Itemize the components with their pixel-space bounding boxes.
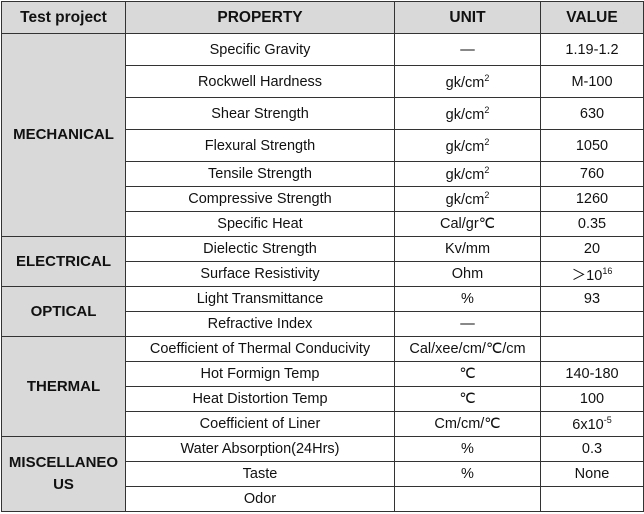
cell-text: 6x10 (572, 417, 604, 433)
table-row: Hot Formign Temp ℃ 140-180 (2, 361, 644, 387)
superscript: 2 (484, 136, 490, 147)
superscript: -5 (603, 415, 612, 425)
value-cell: 6x10-5 (540, 411, 644, 437)
property-cell: Heat Distortion Temp (125, 386, 395, 412)
property-cell: Dielectic Strength (125, 236, 395, 262)
table-row: Odor (2, 486, 644, 512)
property-cell: Flexural Strength (125, 129, 395, 162)
superscript: 2 (484, 72, 490, 83)
cell-text: gk/cm (445, 167, 485, 183)
unit-cell: Cal/gr℃ (394, 211, 541, 237)
property-cell: Taste (125, 461, 395, 487)
unit-cell: — (394, 33, 541, 66)
superscript: 2 (484, 165, 490, 175)
property-cell: Odor (125, 486, 395, 512)
group-cell: ELECTRICAL (1, 236, 126, 287)
cell-text: gk/cm (445, 138, 485, 155)
header-cell: VALUE (540, 1, 644, 34)
table-row: OPTICAL Light Transmittance% 93 (1, 286, 644, 337)
table-row: THERMAL Coefficient of Thermal Conducivit… (1, 336, 644, 437)
header-cell: PROPERTY (125, 1, 395, 34)
value-cell: 0.35 (540, 211, 644, 237)
cell-text: gk/cm (445, 106, 485, 123)
property-cell: Shear Strength (125, 97, 395, 130)
unit-cell: Ohm (394, 261, 541, 287)
table-row: MECHANICAL Specific Gravity —1.19-1.2 (1, 33, 644, 237)
value-cell: 1.19-1.2 (540, 33, 644, 66)
property-cell: Surface Resistivity (125, 261, 395, 287)
unit-cell: % (394, 461, 541, 487)
table-row: Specific Heat Cal/gr℃ 0.35 (2, 211, 644, 237)
property-cell: Specific Gravity (125, 33, 395, 66)
header-cell: Test project (1, 1, 126, 34)
value-cell: 1050 (540, 129, 644, 162)
unit-cell: gk/cm2 (394, 161, 541, 187)
unit-cell: % (394, 286, 541, 312)
superscript: 2 (484, 190, 490, 200)
table-row: Flexural Strength gk/cm2 1050 (2, 129, 644, 162)
value-cell (540, 311, 644, 337)
property-cell: Coefficient of Thermal Conducivity (125, 336, 395, 362)
table-row: Coefficient of Liner Cm/cm/℃ 6x10-5 (2, 411, 644, 437)
group-cell: MECHANICAL (1, 33, 126, 237)
property-cell: Light Transmittance (125, 286, 395, 312)
value-cell: 140-180 (540, 361, 644, 387)
property-cell: Specific Heat (125, 211, 395, 237)
value-cell: 0.3 (540, 436, 644, 462)
unit-cell: gk/cm2 (394, 97, 541, 130)
value-cell: ＞1016 (540, 261, 644, 287)
unit-cell: ℃ (394, 386, 541, 412)
value-cell: None (540, 461, 644, 487)
group-cell: OPTICAL (1, 286, 126, 337)
unit-cell: Cm/cm/℃ (394, 411, 541, 437)
header-cell: UNIT (394, 1, 541, 34)
property-cell: Rockwell Hardness (125, 65, 395, 98)
group-cell: THERMAL (1, 336, 126, 437)
value-cell: 760 (540, 161, 644, 187)
table-row: Surface Resistivity Ohm ＞1016 (2, 261, 644, 287)
value-cell: M-100 (540, 65, 644, 98)
superscript: 2 (484, 104, 490, 115)
unit-cell: gk/cm2 (394, 65, 541, 98)
property-cell: Compressive Strength (125, 186, 395, 212)
property-cell: Hot Formign Temp (125, 361, 395, 387)
property-cell: Water Absorption(24Hrs) (125, 436, 395, 462)
value-cell: 630 (540, 97, 644, 130)
cell-text: gk/cm (445, 74, 485, 91)
unit-cell: Kv/mm (394, 236, 541, 262)
group-cell: MISCELLANEOUS (1, 436, 126, 512)
table-row: Compressive Strength gk/cm2 1260 (2, 186, 644, 212)
value-cell: 93 (540, 286, 644, 312)
table-row: ELECTRICAL Dielectic Strength Kv/mm 20 (1, 236, 644, 287)
unit-cell: % (394, 436, 541, 462)
table-row: Tensile Strength gk/cm2 760 (2, 161, 644, 187)
value-cell (540, 486, 644, 512)
property-cell: Tensile Strength (125, 161, 395, 187)
table-row: Shear Strength gk/cm2 630 (2, 97, 644, 130)
property-cell: Refractive Index (125, 311, 395, 337)
value-cell: 100 (540, 386, 644, 412)
superscript: 16 (602, 265, 613, 276)
unit-cell: Cal/xee/cm/℃/cm (394, 336, 541, 362)
unit-cell: gk/cm2 (394, 129, 541, 162)
value-cell: 20 (540, 236, 644, 262)
value-cell (540, 336, 644, 362)
table-row: Rockwell Hardness gk/cm2 M-100 (2, 65, 644, 98)
value-cell: 1260 (540, 186, 644, 212)
unit-cell: — (394, 311, 541, 337)
property-cell: Coefficient of Liner (125, 411, 395, 437)
unit-cell: ℃ (394, 361, 541, 387)
cell-text: gk/cm (445, 192, 485, 208)
header-row: Test project PROPERTY UNIT VALUE (1, 1, 644, 34)
table-row: MISCELLANEOUS Water Absorption(24Hrs)% 0.3 (1, 436, 644, 512)
unit-cell: gk/cm2 (394, 186, 541, 212)
unit-cell (394, 486, 541, 512)
cell-text: ＞10 (571, 267, 603, 284)
